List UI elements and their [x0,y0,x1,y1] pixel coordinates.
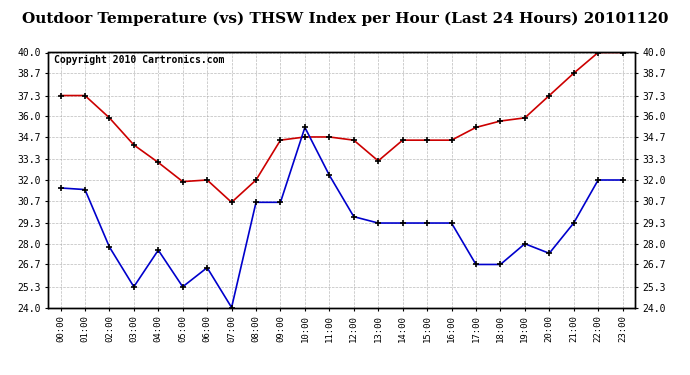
Text: Copyright 2010 Cartronics.com: Copyright 2010 Cartronics.com [55,55,224,65]
Text: Outdoor Temperature (vs) THSW Index per Hour (Last 24 Hours) 20101120: Outdoor Temperature (vs) THSW Index per … [22,11,668,26]
